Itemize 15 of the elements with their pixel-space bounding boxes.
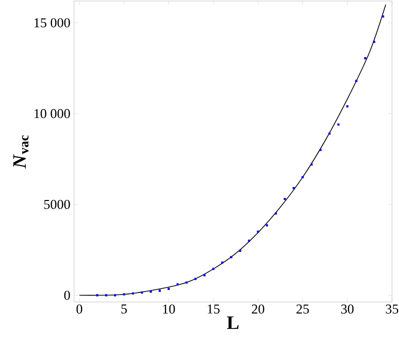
- x-tick-label: 35: [386, 304, 398, 314]
- x-tick-label: 25: [296, 304, 309, 314]
- x-tick-label: 0: [76, 304, 82, 314]
- x-axis-title: L: [226, 316, 239, 329]
- y-tick-label: 0: [64, 290, 70, 300]
- y-axis-title: N$_{vac}$: [13, 135, 28, 169]
- line-series: [78, 4, 386, 296]
- x-tick-label: 10: [163, 304, 175, 314]
- x-tick-label: 5: [121, 304, 127, 314]
- x-tick-label: 20: [252, 304, 264, 314]
- y-tick-label: 10 000: [34, 109, 70, 118]
- x-tick-label: 15: [208, 304, 220, 314]
- y-tick-label: 15 000: [34, 18, 70, 28]
- y-tick-label: 5000: [44, 200, 70, 209]
- x-tick-label: 30: [341, 304, 354, 314]
